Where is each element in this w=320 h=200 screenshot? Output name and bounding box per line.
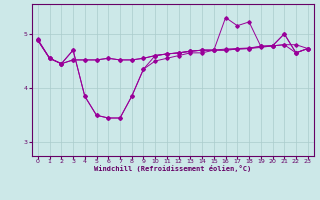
X-axis label: Windchill (Refroidissement éolien,°C): Windchill (Refroidissement éolien,°C) — [94, 165, 252, 172]
